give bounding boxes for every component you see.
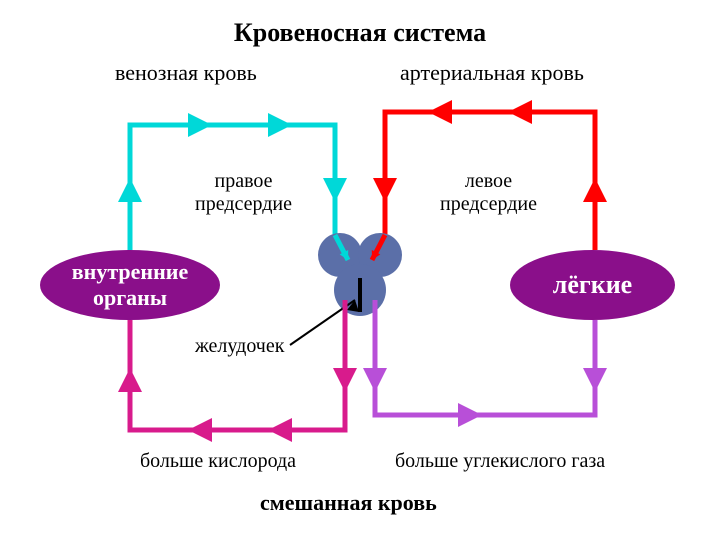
- label-left-atrium: левое предсердие: [440, 170, 537, 216]
- label-right-atrium: правое предсердие: [195, 170, 292, 216]
- node-lungs: лёгкие: [510, 250, 675, 320]
- label-more-o2: больше кислорода: [140, 450, 296, 473]
- node-lungs-label: лёгкие: [553, 270, 632, 300]
- diagram-title: Кровеносная система: [0, 18, 720, 48]
- label-mixed: смешанная кровь: [260, 490, 437, 516]
- label-ventricle: желудочек: [195, 335, 284, 358]
- node-organs-label: внутренние органы: [72, 259, 188, 311]
- node-organs: внутренние органы: [40, 250, 220, 320]
- label-venous: венозная кровь: [115, 60, 257, 86]
- label-more-co2: больше углекислого газа: [395, 450, 605, 473]
- label-arterial: артериальная кровь: [400, 60, 584, 86]
